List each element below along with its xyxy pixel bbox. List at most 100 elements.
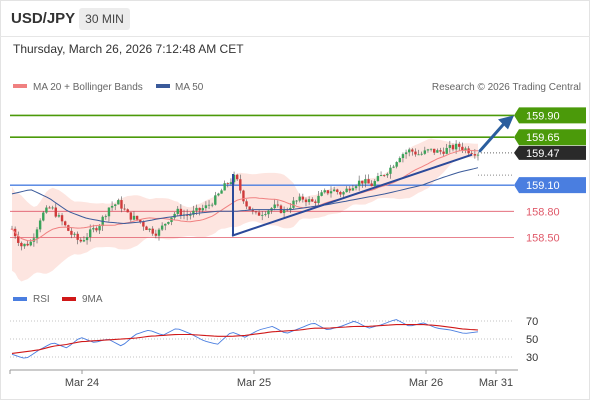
- candle: [54, 202, 57, 218]
- candle-body: [267, 210, 270, 215]
- candle-body: [79, 239, 83, 242]
- candle-body: [157, 229, 161, 236]
- ma20-legend-label: MA 20 + Bollinger Bands: [33, 82, 143, 93]
- candle-body: [195, 207, 198, 211]
- x-tick-label: Mar 24: [65, 377, 99, 389]
- candle-body: [176, 208, 179, 214]
- candle: [429, 148, 433, 152]
- candle-body: [229, 182, 233, 184]
- candle: [339, 190, 342, 198]
- candle: [476, 153, 480, 161]
- candle-body: [135, 215, 139, 220]
- candle: [354, 184, 358, 191]
- support-badge: [514, 177, 586, 194]
- candle-body: [401, 154, 405, 159]
- candle-body: [120, 200, 123, 209]
- candle: [110, 201, 114, 211]
- candle-body: [235, 174, 239, 180]
- candle-body: [361, 180, 364, 184]
- candle-body: [411, 149, 414, 152]
- candle-body: [151, 228, 154, 234]
- candlesticks: [10, 140, 480, 251]
- candle: [276, 200, 280, 208]
- candle-body: [17, 236, 20, 243]
- trendline: [231, 153, 473, 237]
- candle: [342, 190, 345, 198]
- candle-body: [67, 225, 70, 231]
- candle: [326, 189, 330, 196]
- candle: [392, 164, 395, 169]
- candle: [445, 143, 448, 155]
- candle: [404, 149, 408, 159]
- candle-body: [420, 153, 423, 155]
- candle: [411, 148, 414, 156]
- candle: [126, 208, 129, 213]
- candle: [433, 148, 436, 156]
- timeframe-badge[interactable]: 30 MIN: [79, 8, 130, 30]
- candle: [239, 174, 242, 194]
- candle: [35, 227, 39, 244]
- candle: [323, 188, 326, 194]
- candle-body: [85, 237, 89, 241]
- support-value: 159.10: [526, 180, 560, 192]
- candle-body: [379, 175, 383, 177]
- candle-body: [51, 207, 54, 209]
- candle-body: [129, 212, 133, 220]
- candle: [292, 196, 295, 210]
- candle: [357, 175, 361, 191]
- resistance-badge: [514, 129, 586, 146]
- candle: [382, 174, 386, 178]
- candle-body: [386, 173, 389, 176]
- candle-body: [82, 240, 86, 242]
- candle: [282, 206, 286, 218]
- candle-body: [154, 233, 158, 236]
- candle: [367, 174, 370, 184]
- candle-body: [201, 208, 204, 211]
- candle-body: [273, 204, 276, 209]
- x-tick-label: Mar 26: [409, 377, 443, 389]
- candle-body: [239, 179, 242, 191]
- candle-body: [376, 176, 380, 182]
- candle-body: [179, 208, 183, 216]
- candle-body: [307, 199, 311, 203]
- candle-body: [370, 183, 373, 187]
- candle-body: [110, 205, 114, 208]
- candle-body: [42, 212, 45, 221]
- candle: [85, 233, 89, 245]
- candle: [70, 227, 73, 239]
- candle-body: [38, 220, 42, 230]
- rsi-level-label: 70: [526, 316, 538, 328]
- candle: [458, 141, 461, 151]
- candle: [414, 148, 417, 157]
- candle-body: [357, 180, 361, 187]
- candle: [67, 224, 70, 232]
- candle-body: [292, 200, 295, 208]
- candle-body: [373, 181, 376, 187]
- candle: [389, 164, 392, 179]
- candle-body: [189, 214, 192, 216]
- candle-body: [311, 199, 314, 202]
- candle: [38, 218, 42, 233]
- ma9-legend-label: 9MA: [82, 294, 103, 305]
- candle: [107, 207, 111, 222]
- x-tick-label: Mar 31: [479, 377, 513, 389]
- candle: [151, 226, 154, 236]
- candle-body: [148, 228, 151, 231]
- resistance-value: 159.90: [526, 110, 560, 122]
- candle-body: [429, 148, 433, 150]
- candle: [120, 196, 123, 213]
- rsi-level-label: 30: [526, 352, 538, 364]
- candle-body: [320, 192, 323, 196]
- symbol-title: USD/JPY: [11, 10, 76, 27]
- candle: [201, 204, 204, 213]
- candle-body: [461, 146, 464, 150]
- candle: [51, 205, 54, 210]
- candle-body: [198, 207, 201, 211]
- candle-body: [245, 201, 248, 207]
- candle-body: [395, 162, 398, 167]
- rsi-legend-swatch: [13, 297, 27, 301]
- candle-body: [20, 242, 23, 247]
- candle: [348, 186, 351, 193]
- candle-body: [433, 148, 436, 153]
